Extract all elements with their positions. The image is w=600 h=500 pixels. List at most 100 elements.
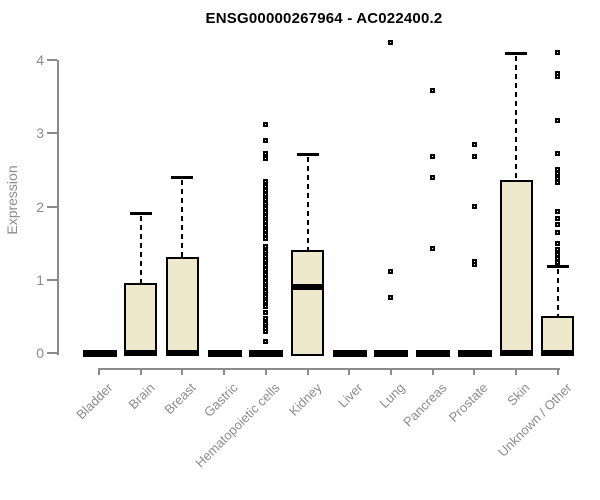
outlier-point [555,73,561,79]
collapsed-box [374,350,409,358]
collapsed-box [82,350,117,358]
x-category-label: Unknown / Other [494,380,575,460]
x-axis-tick [473,368,476,376]
x-axis-tick [181,368,184,376]
outlier-point [263,196,269,202]
box-iqr [165,256,199,357]
x-axis-tick [306,368,309,376]
outlier-point [263,254,269,259]
outlier-point [471,141,477,147]
collapsed-box [249,350,284,358]
outlier-point [555,166,561,172]
x-axis-tick [389,368,392,376]
outlier-point [263,138,269,144]
y-tick-label: 3 [36,125,44,142]
outlier-point [471,262,477,268]
outlier-point [555,229,561,235]
y-axis-tick [47,132,57,135]
outlier-point [263,271,269,277]
outlier-point [555,247,561,253]
whisker-line [515,55,517,180]
y-tick-label: 2 [36,198,44,215]
box-iqr [124,282,158,357]
outlier-point [263,328,269,334]
whisker-cap [296,152,319,156]
median-line [124,350,158,357]
x-axis-tick [223,368,226,376]
outlier-point [555,209,561,215]
outlier-point [555,117,561,123]
outlier-point [263,235,269,241]
x-axis-line [99,368,560,371]
outlier-point [430,87,436,93]
outlier-point [263,192,269,198]
x-axis-tick [431,368,434,376]
outlier-point [263,227,269,233]
y-tick-label: 4 [36,52,44,68]
outlier-point [555,171,561,177]
outlier-point [263,122,269,128]
outlier-point [263,310,269,316]
outlier-point [263,298,269,304]
y-axis-tick [47,205,57,208]
outlier-point [263,303,269,309]
outlier-point [263,218,269,224]
outlier-point [263,179,269,185]
outlier-point [263,320,269,326]
outlier-point [471,154,477,160]
outlier-point [263,223,269,229]
outlier-point [388,39,394,45]
x-axis-tick [264,368,267,376]
outlier-point [388,268,394,274]
whisker-cap [129,211,152,215]
outlier-point [263,284,269,290]
box-iqr [499,179,533,357]
outlier-point [263,315,269,321]
outlier-point [471,204,477,210]
y-axis-tick [47,278,57,281]
y-tick-label: 0 [36,345,44,362]
outlier-point [430,174,436,180]
x-axis-tick [139,368,142,376]
y-tick-label: 1 [36,271,44,288]
outlier-point [263,201,269,207]
collapsed-box [416,350,451,358]
outlier-point [263,183,269,189]
x-axis-tick [348,368,351,376]
x-axis-tick [556,368,559,376]
outlier-point [263,214,269,220]
whisker-cap [546,265,569,269]
median-line [541,350,575,357]
outlier-point [555,150,561,156]
y-axis-line [57,60,59,356]
y-axis-tick [47,59,57,61]
outlier-point [555,215,561,221]
whisker-cap [171,176,194,180]
outlier-point [263,210,269,216]
median-line [499,350,533,357]
y-axis-tick [47,352,57,355]
outlier-point [555,50,561,56]
outlier-point [263,293,269,299]
outlier-point [555,251,561,257]
outlier-point [430,154,436,160]
outlier-point [430,245,436,251]
whisker-line [306,156,309,250]
outlier-point [263,156,269,162]
outlier-point [555,240,561,246]
median-line [165,350,199,357]
outlier-point [263,280,269,286]
outlier-point [263,267,269,273]
outlier-point [555,259,561,265]
whisker-line [139,215,142,283]
outlier-point [263,150,269,156]
outlier-point [555,221,561,227]
outlier-point [555,179,561,185]
collapsed-box [457,350,492,358]
outlier-point [263,262,269,268]
collapsed-box [332,350,367,358]
x-axis-tick [98,368,100,376]
outlier-point [388,295,394,301]
outlier-point [263,248,269,254]
